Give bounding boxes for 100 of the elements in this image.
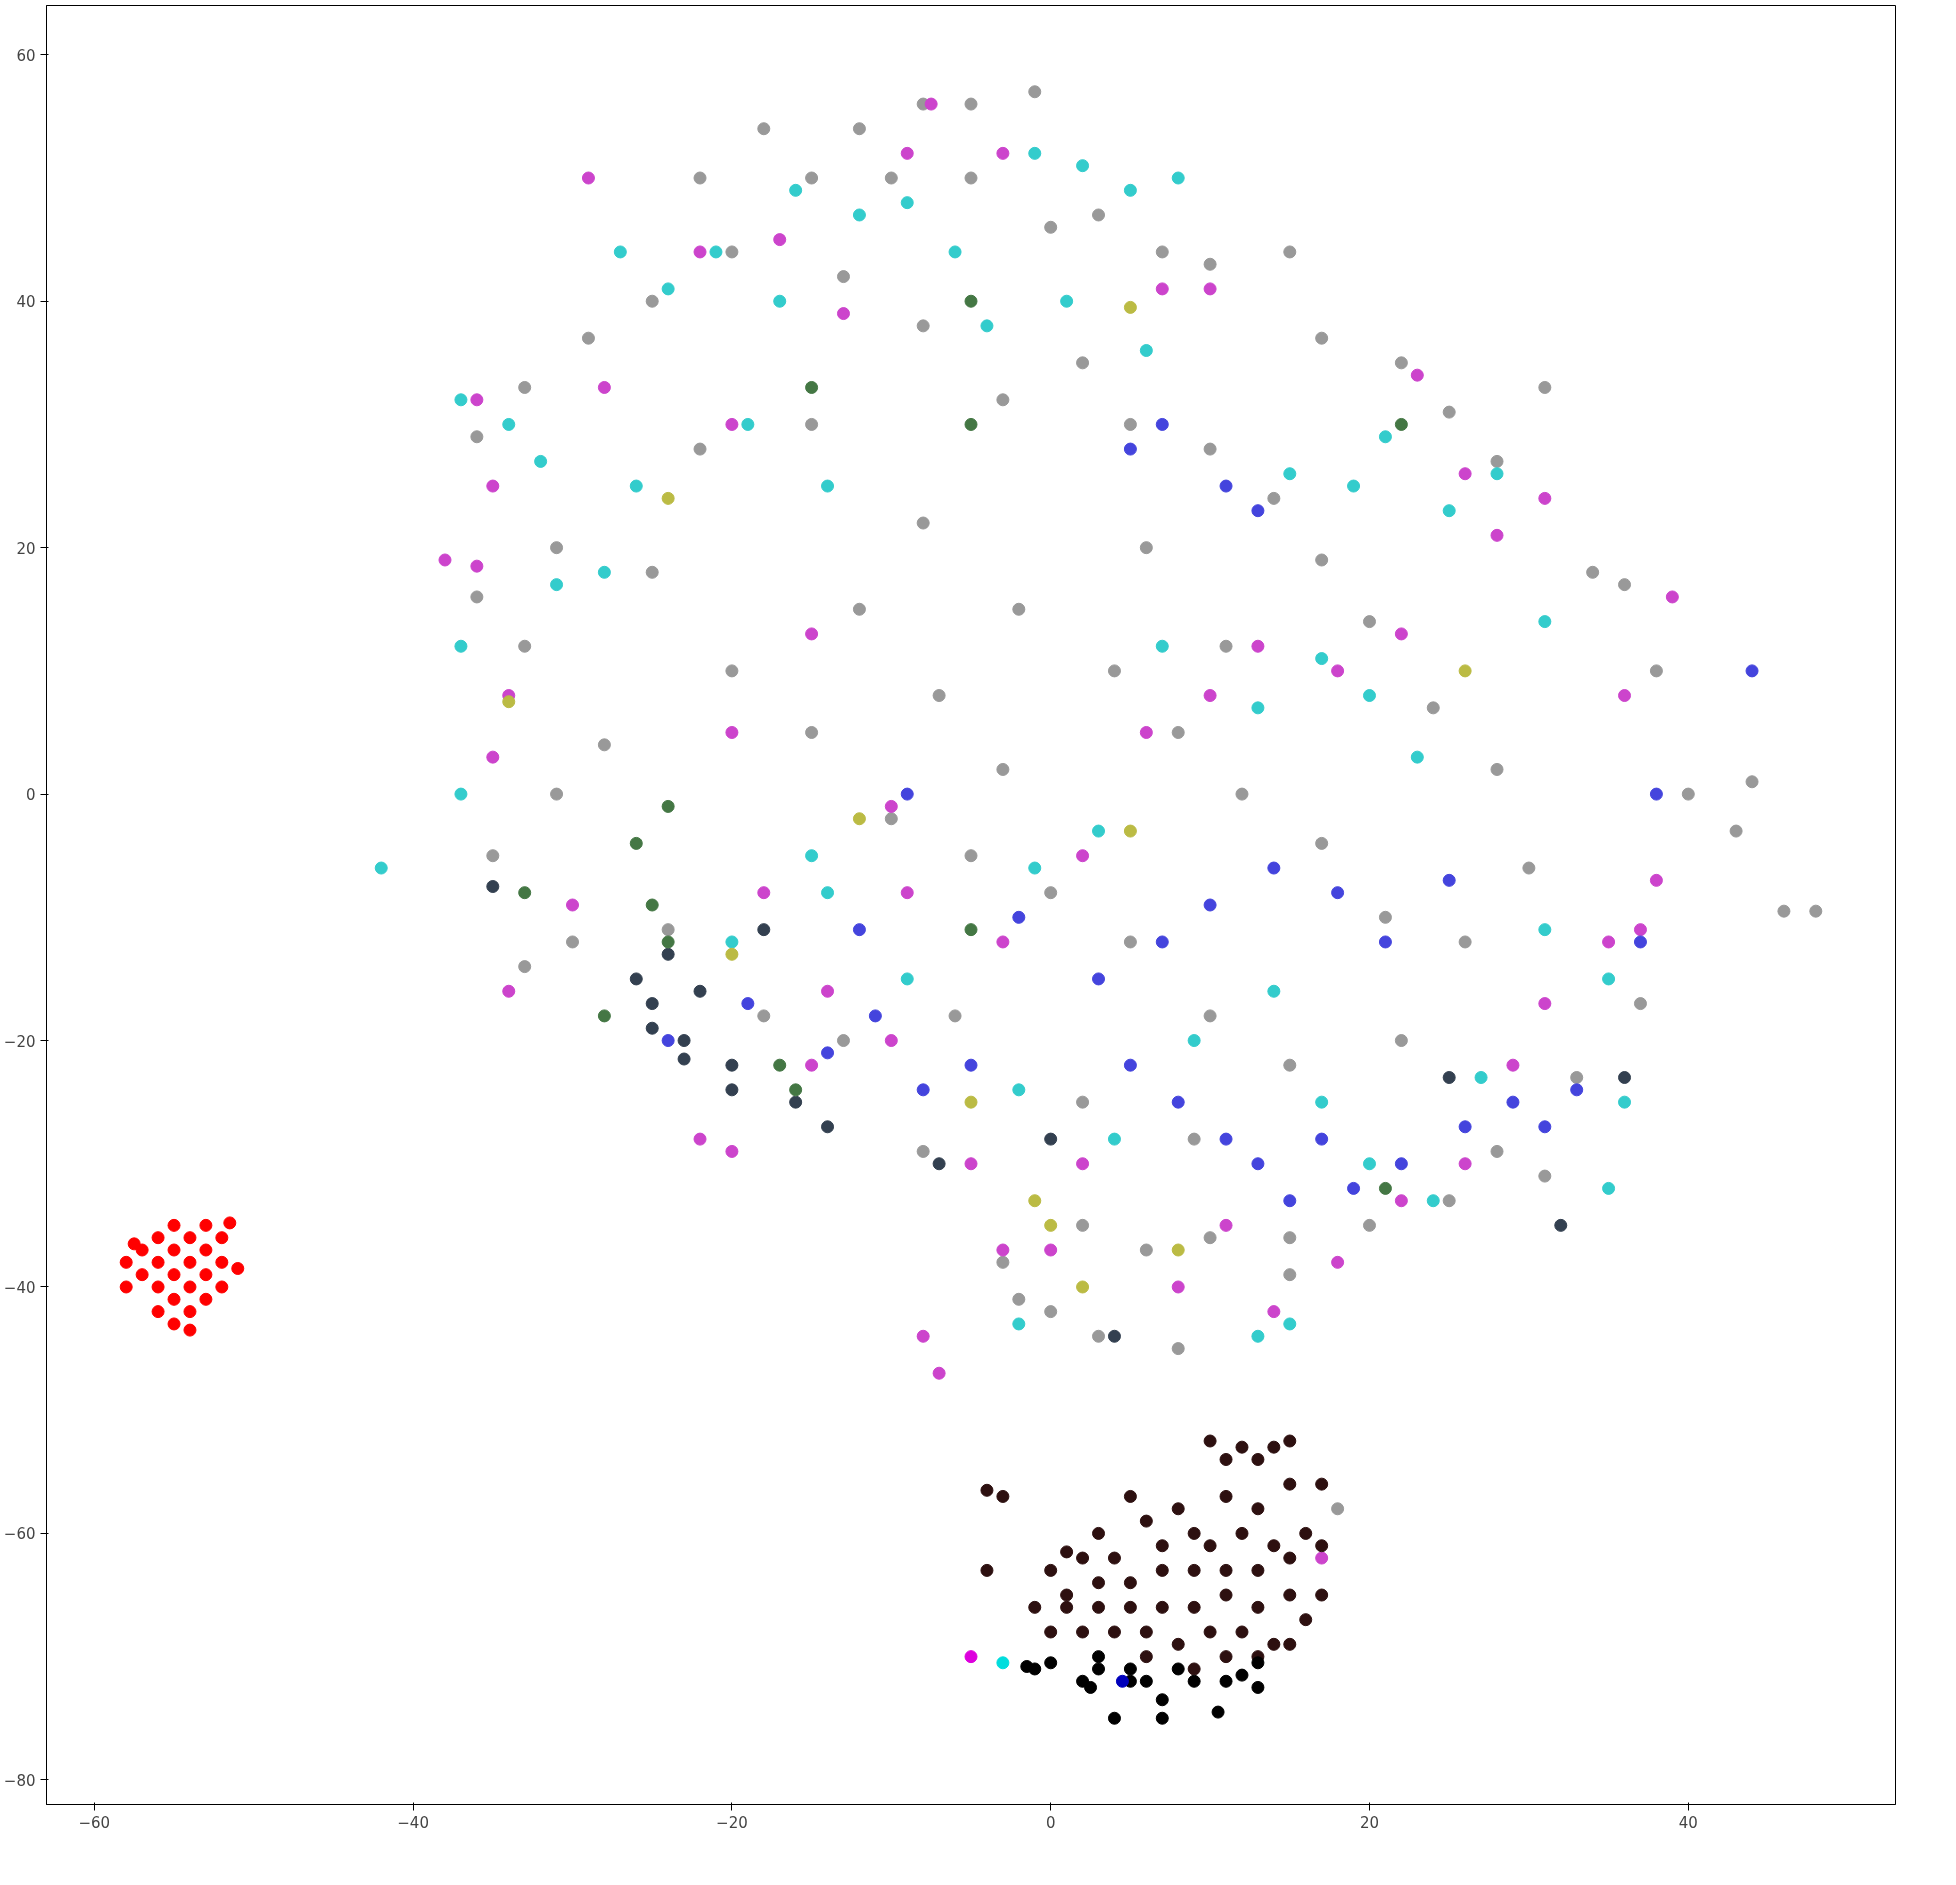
point	[1187, 1563, 1201, 1577]
point	[1394, 417, 1408, 431]
point	[1299, 1526, 1313, 1540]
point	[964, 294, 978, 308]
point	[868, 1009, 882, 1023]
point	[1012, 910, 1026, 924]
point	[645, 997, 659, 1011]
point	[1283, 1194, 1297, 1208]
point	[900, 196, 914, 210]
point	[1123, 300, 1137, 314]
point	[1211, 1705, 1225, 1719]
point	[1107, 1329, 1121, 1343]
point	[1458, 664, 1472, 678]
point	[1267, 984, 1281, 998]
point	[151, 1280, 165, 1294]
point	[1315, 1477, 1329, 1491]
point	[1347, 1181, 1361, 1195]
point	[1107, 1132, 1121, 1146]
point	[151, 1255, 165, 1269]
point	[1187, 1674, 1201, 1688]
point	[438, 553, 452, 567]
y-tick-label: 0	[25, 786, 36, 805]
point	[183, 1305, 197, 1319]
point	[1283, 1551, 1297, 1565]
point	[1283, 1434, 1297, 1448]
point	[821, 1046, 835, 1060]
point	[1251, 1656, 1265, 1670]
point	[924, 97, 938, 111]
point	[1123, 1489, 1137, 1503]
point	[661, 491, 675, 505]
point	[1028, 861, 1042, 875]
point	[1602, 972, 1616, 986]
point	[1044, 1625, 1058, 1639]
point	[1155, 1539, 1169, 1553]
point	[741, 997, 755, 1011]
point	[1251, 639, 1265, 653]
point	[1123, 183, 1137, 197]
point	[629, 479, 643, 493]
point	[470, 393, 484, 407]
point	[1331, 886, 1345, 900]
point	[1251, 1329, 1265, 1343]
point	[199, 1218, 213, 1232]
point	[1219, 1489, 1233, 1503]
point	[645, 898, 659, 912]
point	[1251, 1157, 1265, 1171]
point	[1020, 1660, 1034, 1673]
point	[964, 1157, 978, 1171]
point	[1219, 1132, 1233, 1146]
point	[1347, 479, 1361, 493]
point	[1171, 1243, 1185, 1257]
point	[1251, 1680, 1265, 1694]
x-tick-label: 20	[1359, 1813, 1380, 1832]
y-tick-label: 20	[16, 539, 36, 558]
point	[1139, 1625, 1153, 1639]
point	[183, 1255, 197, 1269]
point	[581, 171, 595, 185]
point	[1378, 430, 1392, 444]
point	[1171, 1280, 1185, 1294]
point	[470, 559, 484, 573]
point	[900, 886, 914, 900]
point	[836, 307, 850, 321]
x-tick-label: 40	[1678, 1813, 1698, 1832]
point	[167, 1243, 181, 1257]
point	[1092, 1600, 1106, 1614]
point	[1044, 1563, 1058, 1577]
point	[1506, 1095, 1520, 1109]
point	[1203, 1625, 1217, 1639]
point	[757, 923, 771, 937]
point	[1267, 1440, 1281, 1454]
point	[1076, 1280, 1090, 1294]
point	[677, 1034, 691, 1048]
point	[661, 282, 675, 296]
point	[486, 750, 500, 764]
point	[725, 1144, 739, 1158]
point	[1155, 1711, 1169, 1725]
point	[661, 947, 675, 961]
point	[1251, 504, 1265, 518]
point	[597, 1009, 611, 1023]
point	[183, 1323, 197, 1337]
point	[1442, 504, 1456, 518]
point	[1155, 1600, 1169, 1614]
point	[1028, 1600, 1042, 1614]
point	[1618, 1095, 1632, 1109]
point	[1283, 467, 1297, 481]
point	[1315, 1095, 1329, 1109]
point	[1745, 664, 1759, 678]
point	[1028, 146, 1042, 160]
point	[127, 1237, 141, 1251]
point	[964, 417, 978, 431]
point	[996, 1243, 1010, 1257]
point	[1267, 1637, 1281, 1651]
point	[900, 787, 914, 801]
point	[1442, 873, 1456, 887]
point	[1251, 1600, 1265, 1614]
point	[1649, 787, 1663, 801]
point	[1362, 1157, 1376, 1171]
point	[1044, 1656, 1058, 1670]
point	[1315, 652, 1329, 666]
point	[805, 1058, 819, 1072]
point	[1219, 1563, 1233, 1577]
